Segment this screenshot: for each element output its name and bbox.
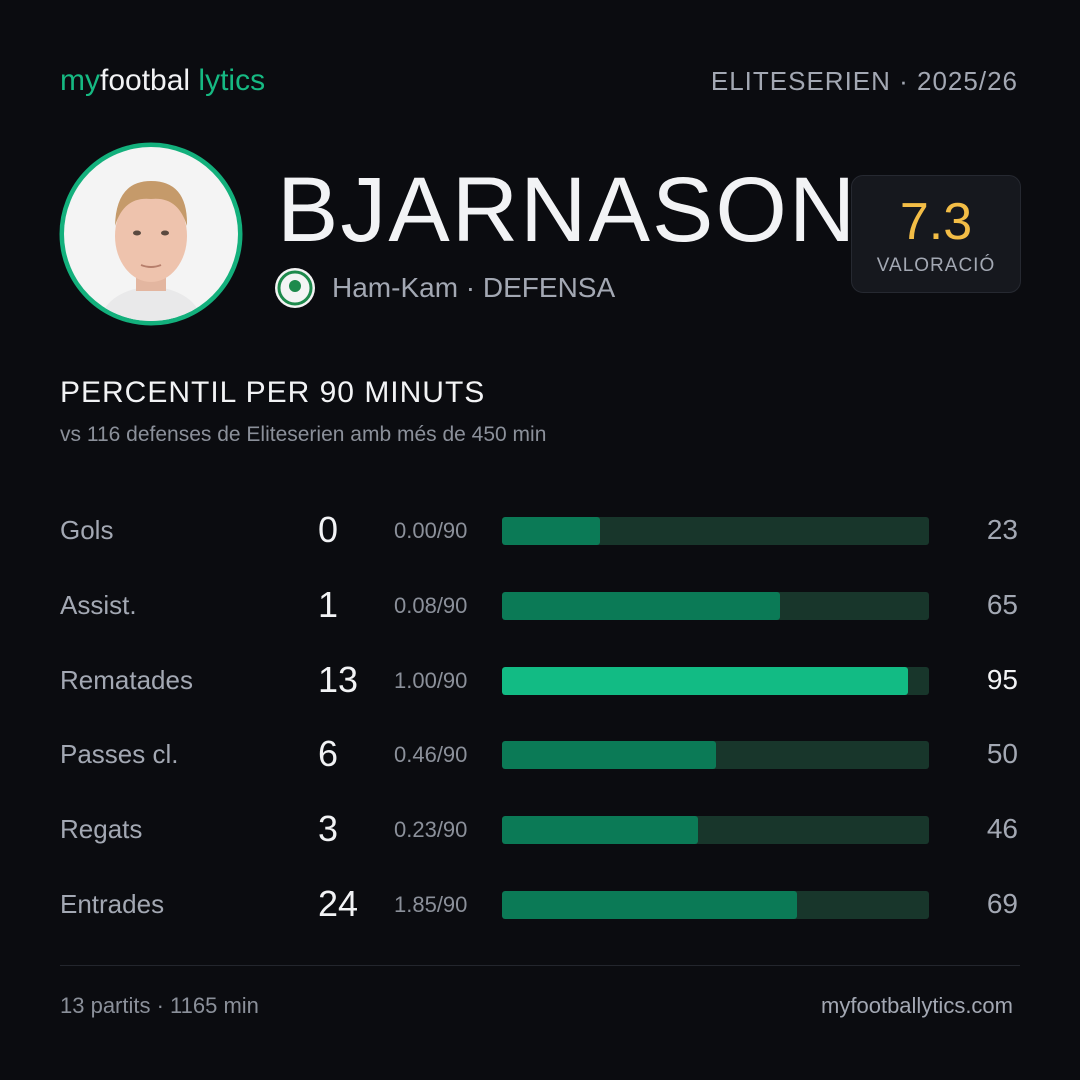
bar — [502, 666, 908, 695]
logo: myfootbal lytics — [60, 64, 265, 98]
row-label: Passes cl. — [60, 739, 179, 770]
bar-track — [502, 666, 929, 695]
bar-track — [502, 891, 929, 919]
bar — [502, 517, 601, 545]
row-label: Entrades — [60, 889, 165, 919]
row-per90: 1.85/90 — [394, 892, 468, 917]
footer-site: myfootballytics.com — [821, 993, 1013, 1018]
row-percentile: 95 — [986, 663, 1018, 695]
bar-track — [502, 591, 929, 620]
footer-summary: 13 partits · 1165 min — [60, 993, 259, 1018]
bar — [502, 891, 797, 919]
row-total: 24 — [318, 883, 359, 924]
logo-part: lytics — [198, 64, 266, 97]
club-crest — [275, 268, 315, 308]
row-total: 13 — [318, 658, 359, 700]
row-per90: 1.00/90 — [394, 667, 468, 693]
competition: ELITESERIEN · 2025/26 — [710, 66, 1018, 96]
team-position: Ham-Kam · DEFENSA — [332, 272, 616, 303]
row-per90: 0.46/90 — [394, 742, 468, 768]
logo-part: footbal — [100, 64, 191, 97]
row-per90: 0.23/90 — [394, 817, 468, 843]
bar — [502, 591, 780, 620]
row-total: 0 — [318, 509, 339, 550]
row-percentile: 46 — [986, 813, 1018, 845]
bar-track — [502, 517, 929, 545]
bar-track — [502, 741, 929, 770]
row-percentile: 69 — [986, 888, 1018, 919]
row-percentile: 50 — [986, 738, 1018, 770]
rating-box: 7.3 VALORACIÓ — [851, 175, 1021, 293]
divider — [60, 965, 1020, 966]
section-title: PERCENTIL PER 90 MINUTS — [60, 376, 486, 409]
row-per90: 0.00/90 — [394, 518, 468, 543]
bar — [502, 741, 716, 770]
row-percentile: 23 — [986, 514, 1018, 545]
row-total: 1 — [318, 583, 339, 625]
row-total: 6 — [318, 733, 339, 775]
row-percentile: 65 — [986, 588, 1018, 620]
logo-part: my — [60, 64, 100, 97]
row-label: Assist. — [60, 589, 137, 620]
player-name: BJARNASON — [277, 159, 858, 261]
rating: 7.3 — [899, 193, 973, 251]
row-per90: 0.08/90 — [394, 592, 468, 618]
row-label: Gols — [60, 515, 114, 545]
section-subtitle: vs 116 defenses de Eliteserien amb més d… — [60, 423, 547, 446]
bar-track — [502, 816, 929, 845]
rating-label: VALORACIÓ — [876, 255, 996, 276]
row-label: Rematades — [60, 664, 193, 695]
row-total: 3 — [318, 808, 339, 850]
player-photo — [59, 142, 243, 326]
row-label: Regats — [60, 814, 143, 845]
bar — [502, 816, 699, 845]
